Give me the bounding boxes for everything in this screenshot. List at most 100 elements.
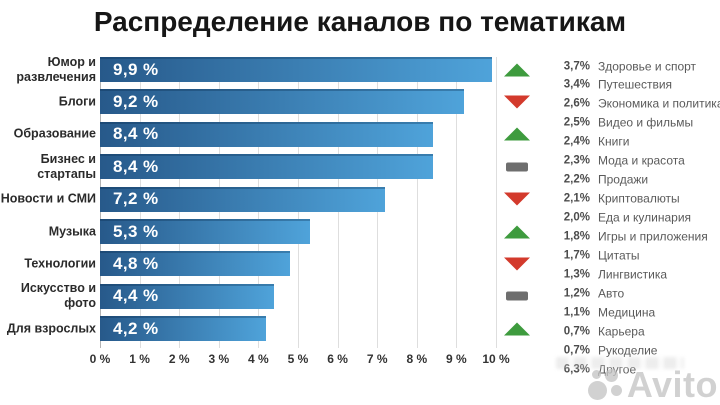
bar: 9,2 % <box>100 89 465 115</box>
bar: 7,2 % <box>100 186 386 212</box>
topic-label: Экономика и политика <box>598 96 720 111</box>
list-item: 2,3% Мода и красота <box>548 151 685 170</box>
gridline <box>416 57 418 348</box>
bar-value-label: 8,4 % <box>113 156 159 176</box>
topic-label: Лингвистика <box>598 267 668 282</box>
trend-down-icon <box>504 192 530 206</box>
x-axis-tick-label: 7 % <box>366 352 388 366</box>
topic-label: Игры и приложения <box>598 229 708 244</box>
avito-logo-icon <box>587 369 624 401</box>
category-label: Новости и СМИ <box>0 191 96 206</box>
x-axis-tick-label: 1 % <box>129 352 150 366</box>
bar: 4,2 % <box>100 316 267 342</box>
trend-up-icon <box>504 225 530 238</box>
category-label: Образование <box>13 126 96 141</box>
category-labels-column: Юмор и развлечения Блоги Образование Бизнес… <box>0 54 96 348</box>
trend-flat-icon <box>506 291 528 301</box>
topic-label: Авто <box>598 286 625 301</box>
bar-value-label: 4,4 % <box>113 286 159 306</box>
bar-chart-plot-area: 9,9 % 9,2 % 8,4 % 8,4 % 7,2 % 5,3 % 4,8 % 4,4 %… <box>100 57 518 348</box>
trend-up-icon <box>504 322 530 336</box>
bar-value-label: 9,9 % <box>113 59 159 79</box>
topic-percent: 1,7% <box>563 249 590 262</box>
topic-label: Книги <box>598 134 630 149</box>
x-axis: 0 % 1 % 2 % 3 % 4 % 5 % 6 % 7 % 8 % 9 % 10 % <box>90 352 518 368</box>
topic-percent: 6,3% <box>563 363 590 376</box>
watermark-blur-strip <box>556 357 684 369</box>
list-item: 1,8% Игры и приложения <box>548 227 708 246</box>
topic-percent: 3,7% <box>563 60 590 72</box>
bar-value-label: 4,8 % <box>113 253 159 273</box>
category-label: Технологии <box>24 256 96 271</box>
topic-label: Медицина <box>598 305 656 320</box>
bar: 8,4 % <box>100 154 433 180</box>
x-axis-tick-label: 2 % <box>168 352 190 366</box>
topic-label: Еда и кулинария <box>598 210 692 225</box>
topic-label: Рукоделие <box>598 343 658 358</box>
topic-percent: 2,1% <box>563 192 590 205</box>
topic-label: Мода и красота <box>598 153 685 168</box>
topic-percent: 2,3% <box>563 154 590 167</box>
trend-down-icon <box>504 95 530 109</box>
x-axis-tick-label: 3 % <box>208 352 230 366</box>
list-item: 1,1% Медицина <box>548 303 655 322</box>
category-label: Юмор и развлечения <box>16 54 96 84</box>
category-label: Музыка <box>48 224 96 238</box>
page-title: Распределение каналов по тематикам <box>93 6 627 37</box>
category-label: Для взрослых <box>6 321 96 336</box>
bar-value-label: 5,3 % <box>113 221 159 241</box>
topic-percent: 0,7% <box>563 344 590 357</box>
trend-down-icon <box>504 257 530 271</box>
topic-percent: 2,5% <box>563 116 590 129</box>
bar: 8,4 % <box>100 121 433 147</box>
x-axis-tick-label: 10 % <box>482 352 510 366</box>
category-label: Блоги <box>58 94 96 109</box>
topic-percent: 2,2% <box>563 173 590 186</box>
list-item: 0,7% Рукоделие <box>548 341 658 360</box>
x-axis-tick-label: 9 % <box>446 352 467 366</box>
trend-flat-icon <box>506 162 528 172</box>
topic-percent: 1,3% <box>563 268 590 281</box>
list-item: 1,3% Лингвистика <box>548 265 667 284</box>
list-item: 1,2% Авто <box>548 284 624 303</box>
list-item: 2,5% Видео и фильмы <box>548 113 693 132</box>
x-axis-tick-label: 4 % <box>248 352 269 366</box>
topic-label: Карьера <box>598 324 645 339</box>
x-axis-tick-label: 5 % <box>287 352 309 366</box>
other-topics-list: 3,7% Здоровье и спорт 3,4% Путешествия 2,6% Э… <box>548 57 720 379</box>
category-label: Искусство и фото <box>20 281 96 311</box>
bar-value-label: 4,2 % <box>113 318 159 338</box>
topic-percent: 1,1% <box>563 306 590 319</box>
topic-label: Криптовалюты <box>598 191 680 206</box>
list-item: 2,0% Еда и кулинария <box>548 208 691 227</box>
x-axis-tick-label: 6 % <box>327 352 348 366</box>
topic-percent: 3,4% <box>563 78 590 91</box>
topic-percent: 2,4% <box>563 135 590 148</box>
gridline <box>456 57 458 348</box>
watermark-text: Avito <box>626 364 718 405</box>
list-item: 2,2% Продажи <box>548 170 648 189</box>
topic-label: Продажи <box>598 172 649 187</box>
bar-value-label: 9,2 % <box>113 91 159 111</box>
topic-label: Цитаты <box>598 248 640 263</box>
list-item: 0,7% Карьера <box>548 322 645 341</box>
trend-arrows-column <box>503 57 531 348</box>
topic-percent: 0,7% <box>563 325 590 338</box>
trend-up-icon <box>504 63 530 76</box>
list-item: 1,7% Цитаты <box>548 246 640 265</box>
x-axis-tick-label: 0 % <box>89 352 111 366</box>
avito-watermark: Avito <box>587 364 718 405</box>
list-item: 3,4% Путешествия <box>548 75 672 94</box>
list-item: 3,7% Здоровье и спорт <box>548 57 696 76</box>
bar: 9,9 % <box>100 57 493 82</box>
topic-percent: 2,6% <box>563 97 590 110</box>
trend-up-icon <box>504 127 530 141</box>
topic-label: Видео и фильмы <box>598 115 694 130</box>
topic-percent: 2,0% <box>563 211 590 224</box>
category-label: Бизнес и стартапы <box>37 151 96 181</box>
list-item: 2,6% Экономика и политика <box>548 94 720 113</box>
list-item: 2,4% Книги <box>548 132 630 151</box>
bar-value-label: 7,2 % <box>113 189 159 209</box>
bar: 5,3 % <box>100 219 310 244</box>
